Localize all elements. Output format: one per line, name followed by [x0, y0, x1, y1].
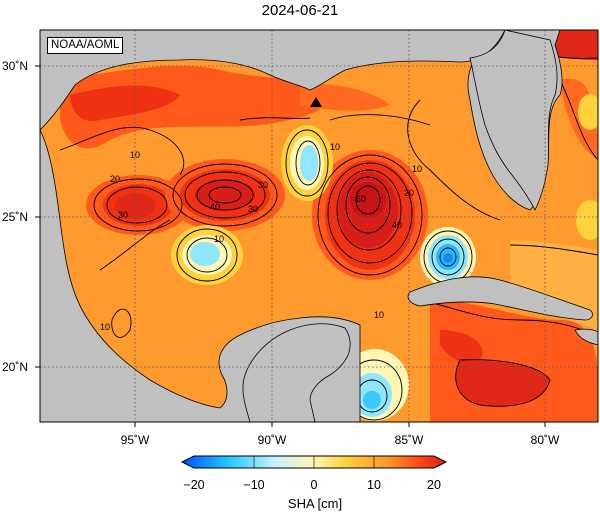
contour-label: 10: [214, 234, 224, 244]
y-tick-label: 25˚N: [2, 210, 29, 224]
x-tick-label: 85˚W: [394, 433, 424, 447]
graticule: [40, 30, 598, 422]
marker-triangle-icon: [310, 97, 322, 107]
y-tick-label: 20˚N: [2, 360, 29, 374]
map-frame: [39, 29, 599, 423]
contour-label: 10: [100, 322, 110, 332]
colorbar: [180, 455, 448, 469]
colorbar-tick: −10: [243, 478, 265, 492]
colorbar-tick: 0: [310, 478, 318, 492]
x-tick-label: 95˚W: [120, 433, 150, 447]
contour-label: 10: [374, 310, 384, 320]
contour-label: 10: [412, 164, 422, 174]
colorbar-tick: 20: [427, 478, 441, 492]
contour-label: 50: [356, 194, 366, 204]
contour-label: 30: [118, 210, 128, 220]
colorbar-tick: −20: [183, 478, 205, 492]
contour-label: 20: [110, 174, 120, 184]
map-title: 2024-06-21: [261, 2, 339, 19]
contour-label: 20: [404, 188, 414, 198]
contour-lines: [59, 39, 598, 421]
contour-label: 30: [248, 204, 258, 214]
y-tick-label: 30˚N: [2, 59, 29, 73]
florida: [469, 30, 558, 211]
colorbar-label: SHA [cm]: [287, 496, 343, 511]
contour-label: 40: [210, 202, 220, 212]
x-tick-label: 90˚W: [257, 433, 287, 447]
contour-label: 10: [330, 142, 340, 152]
colorbar-tick: 10: [367, 478, 381, 492]
contour-label: 30: [258, 180, 268, 190]
x-tick-label: 80˚W: [530, 433, 560, 447]
credit-label: NOAA/AOML: [47, 37, 124, 54]
contour-label: 40: [392, 220, 402, 230]
